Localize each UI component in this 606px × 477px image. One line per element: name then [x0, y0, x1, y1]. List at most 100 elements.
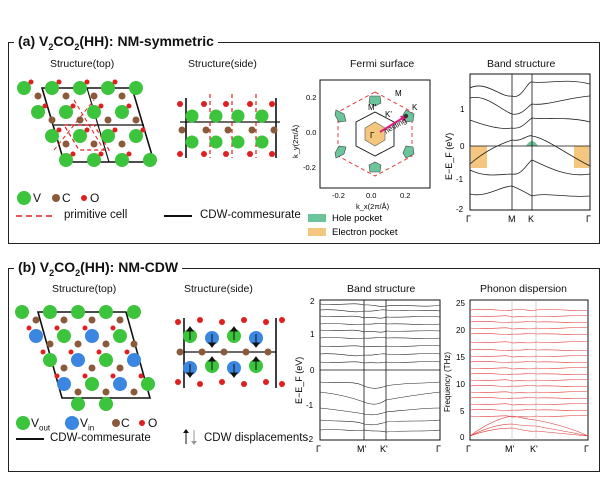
fermi-label-gamma: Γ	[370, 131, 375, 140]
vanadium-out-legend-icon	[16, 416, 30, 430]
fermi-label-K: K	[412, 103, 418, 112]
panel-a-title: (a) V2CO2(HH): NM-symmetric	[14, 33, 218, 52]
svg-text:Γ: Γ	[584, 444, 589, 454]
structure-top-a	[17, 79, 157, 167]
band-structure-a-plot: 1 0 -1 -2 E−E_F (eV) Γ M K Γ	[444, 73, 591, 224]
svg-text:-2: -2	[456, 205, 464, 214]
svg-text:K': K'	[530, 444, 538, 454]
structure-top-title-a: Structure(top)	[50, 58, 115, 70]
svg-text:-0.2: -0.2	[332, 191, 345, 200]
cdw-legend-icon-b	[16, 438, 44, 440]
structure-side-title-a: Structure(side)	[188, 58, 257, 70]
cdw-cell-a	[40, 87, 156, 163]
svg-text:0.2: 0.2	[306, 93, 316, 102]
structure-top-title-b: Structure(top)	[52, 283, 117, 295]
oxygen-legend-icon	[81, 195, 87, 201]
legend-c-label: C	[62, 191, 71, 205]
legend-primitive-label: primitive cell	[64, 209, 128, 221]
cdw-legend-icon	[164, 215, 192, 217]
primitive-cell-a	[53, 99, 111, 151]
svg-text:1: 1	[310, 330, 315, 339]
fermi-surface-title: Fermi surface	[350, 58, 415, 70]
phonon-dispersion-title: Phonon dispersion	[480, 283, 567, 295]
svg-text:0: 0	[460, 142, 465, 151]
cdw-displacement-arrows	[186, 326, 260, 378]
svg-text:15: 15	[456, 353, 465, 362]
svg-text:5: 5	[460, 407, 465, 416]
svg-text:M': M'	[357, 444, 366, 454]
fermi-x-axis-label: k_x(2π/Å)	[356, 202, 390, 211]
svg-text:1: 1	[460, 105, 465, 114]
structure-side-a	[177, 94, 280, 158]
phonon-dispersion-plot: 25 20 15 10 5 0 Frequency (THz) Γ M' K' …	[443, 299, 589, 454]
vanadium-in-legend-icon	[65, 416, 79, 430]
svg-text:0.0: 0.0	[366, 191, 376, 200]
legend-displacement-label: CDW displacements	[204, 432, 309, 444]
legend-cdw-label-b: CDW-commesurate	[50, 432, 151, 444]
legend-vout-label: Vout	[31, 416, 51, 433]
fermi-label-M: M	[395, 89, 402, 98]
hole-pocket-legend-icon	[308, 214, 326, 222]
electron-pocket-legend-icon	[308, 228, 326, 236]
oxygen-legend-icon-b	[139, 420, 145, 426]
carbon-legend-icon	[52, 194, 60, 202]
svg-text:Γ: Γ	[466, 444, 471, 454]
atoms-top-a	[17, 79, 157, 167]
band-structure-title-b: Band structure	[347, 283, 416, 295]
svg-text:Γ: Γ	[466, 214, 471, 224]
svg-text:M: M	[508, 214, 516, 224]
svg-text:-0.2: -0.2	[303, 163, 316, 172]
phonon-ylabel: Frequency (THz)	[443, 352, 452, 412]
electron-pocket-label: Electron pocket	[332, 227, 398, 238]
hole-pockets	[334, 95, 415, 173]
fermi-y-axis-label: k_y(2π/Å)	[291, 124, 300, 158]
legend-vin-label: Vin	[80, 416, 95, 433]
legend-c-label-b: C	[121, 416, 130, 430]
vanadium-legend-icon	[17, 191, 31, 205]
svg-text:-1: -1	[456, 175, 464, 184]
atoms-top-b	[15, 305, 155, 411]
panel-b-title: (b) V2CO2(HH): NM-CDW	[14, 259, 183, 278]
svg-text:0.2: 0.2	[400, 191, 410, 200]
svg-text:Γ: Γ	[586, 214, 591, 224]
svg-text:0: 0	[310, 366, 315, 375]
atom-legend-a	[17, 191, 87, 205]
svg-text:25: 25	[456, 299, 465, 308]
hole-pocket-label: Hole pocket	[332, 213, 383, 224]
structure-side-title-b: Structure(side)	[184, 283, 253, 295]
svg-text:20: 20	[456, 326, 465, 335]
svg-text:Γ: Γ	[436, 444, 441, 454]
panel-b-frame	[8, 268, 600, 472]
svg-text:0.0: 0.0	[306, 128, 316, 137]
nesting-arrow	[379, 115, 407, 133]
svg-text:0: 0	[460, 433, 465, 442]
fermi-label-Mp: M'	[368, 103, 377, 112]
band-a-ylabel: E−E_F (eV)	[444, 133, 454, 180]
atom-legend-b	[16, 416, 145, 430]
svg-text:10: 10	[456, 380, 465, 389]
legend-v-label: V	[33, 191, 42, 205]
atoms-side-a	[177, 101, 278, 157]
svg-text:M': M'	[505, 444, 514, 454]
svg-text:Γ: Γ	[316, 444, 321, 454]
fermi-label-Kp: K'	[385, 110, 392, 119]
panel-a-frame	[8, 42, 600, 244]
legend-o-label-b: O	[148, 416, 158, 430]
svg-text:K': K'	[380, 444, 388, 454]
svg-text:-2: -2	[306, 435, 314, 444]
electron-pocket-band-right	[574, 146, 589, 168]
band-structure-title-a: Band structure	[487, 58, 556, 70]
carbon-legend-icon-b	[112, 419, 120, 427]
band-b-ylabel: E−E_F (eV)	[294, 357, 304, 404]
legend-cdw-label-a: CDW-commesurate	[200, 209, 301, 221]
primitive-cell-legend-icon	[16, 215, 54, 217]
svg-text:-1: -1	[306, 401, 314, 410]
svg-text:K: K	[528, 214, 534, 224]
structure-side-b	[175, 317, 285, 388]
fermi-surface-plot: M M' K' K Γ nesting 0.2 0.0 -0.2 -0.2 0.…	[291, 79, 431, 238]
legend-o-label: O	[90, 191, 100, 205]
displacement-legend-icon	[183, 429, 197, 445]
band-structure-b-plot: 2 1 0 -1 -2 E−E_F (eV) Γ M' K' Γ	[294, 297, 441, 454]
structure-top-b	[15, 305, 155, 411]
svg-text:2: 2	[310, 297, 315, 306]
